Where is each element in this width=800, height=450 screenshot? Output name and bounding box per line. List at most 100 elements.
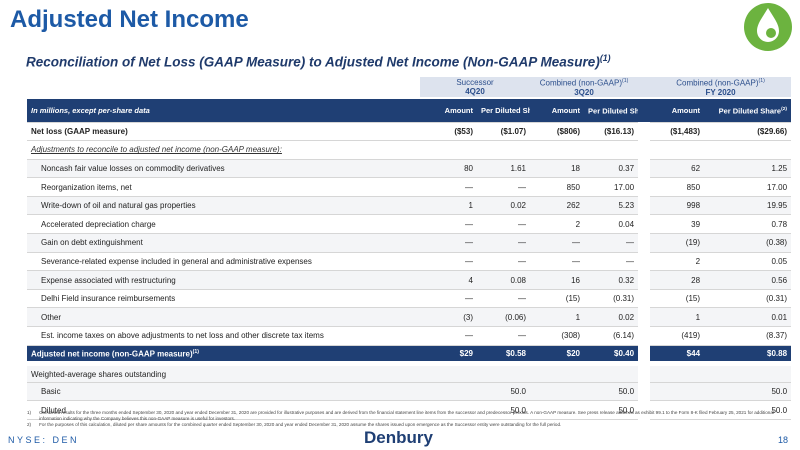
cell: — — [420, 289, 477, 309]
group-note: (1) — [758, 78, 765, 85]
spacer — [638, 233, 651, 253]
row-label-text: Other — [41, 312, 62, 322]
spacer — [638, 177, 651, 197]
column-header-text: Per Diluted Share — [718, 106, 782, 116]
cell: 1 — [420, 196, 477, 216]
cell — [650, 400, 705, 420]
cell: 1.61 — [477, 159, 531, 179]
row-label: Delhi Field insurance reimbursements — [27, 289, 420, 309]
cell: 50.0 — [477, 400, 531, 420]
cell: 0.02 — [477, 196, 531, 216]
group-header-row: Successor 4Q20 Combined (non-GAAP)(1) 3Q20 C… — [27, 77, 792, 99]
footnote: 2) For the purposes of this calculation, … — [27, 422, 791, 428]
group-header: Combined (non-GAAP)(1) 3Q20 — [530, 77, 639, 99]
cell: 28 — [650, 270, 705, 290]
cell: — — [420, 233, 477, 253]
footnote-text: For the purposes of this calculation, di… — [39, 422, 562, 427]
spacer — [638, 140, 651, 160]
table-row: Net loss (GAAP measure) ($53) ($1.07) ($806… — [27, 122, 792, 142]
cell: (15) — [650, 289, 705, 309]
cell: 0.32 — [584, 270, 639, 290]
spacer — [638, 307, 651, 327]
table-row: Weighted-average shares outstanding — [27, 361, 792, 383]
column-header-text: Per Diluted Share — [481, 105, 530, 115]
cell — [704, 361, 792, 383]
row-label-note: (1) — [192, 348, 199, 355]
row-label-text: Write-down of oil and natural gas proper… — [41, 201, 196, 211]
cell: 17.00 — [584, 177, 639, 197]
cell — [477, 140, 531, 160]
cell — [477, 361, 531, 383]
group-header: Combined (non-GAAP)(1) FY 2020 — [650, 77, 792, 99]
table-row: Diluted 50.0 50.0 50.0 — [27, 400, 792, 420]
spacer — [638, 345, 651, 364]
table-row: Noncash fair value losses on commodity d… — [27, 159, 792, 179]
cell: 0.56 — [704, 270, 792, 290]
table-row: Accelerated depreciation charge — —2 0.04 39… — [27, 214, 792, 235]
cell: 998 — [650, 196, 705, 216]
row-label: Noncash fair value losses on commodity d… — [27, 159, 420, 179]
cell: (0.38) — [704, 233, 792, 253]
row-label-text: Gain on debt extinguishment — [41, 238, 143, 248]
row-label-text: Diluted — [41, 405, 66, 415]
group-line1: Successor — [456, 78, 494, 87]
logo-icon — [744, 3, 792, 51]
group-line2: 3Q20 — [574, 87, 594, 97]
spacer — [638, 382, 651, 401]
cell: 17.00 — [704, 177, 792, 197]
column-header: Amount — [650, 98, 705, 123]
table-row: Write-down of oil and natural gas proper… — [27, 196, 792, 216]
cell: $0.58 — [477, 345, 531, 365]
table-row: Gain on debt extinguishment — — — — (19) (0.38… — [27, 233, 792, 253]
footnote-mark: 1) — [27, 410, 32, 415]
cell — [420, 140, 477, 160]
cell: (0.06) — [477, 307, 531, 328]
row-label: Write-down of oil and natural gas proper… — [27, 196, 420, 216]
cell — [704, 140, 792, 160]
row-label-text: Accelerated depreciation charge — [41, 219, 156, 229]
spacer — [638, 400, 651, 420]
cell — [650, 382, 705, 402]
column-header: Per Diluted Share(2) — [584, 98, 639, 123]
row-label: Gain on debt extinguishment — [27, 233, 420, 253]
cell: (19) — [650, 233, 705, 253]
group-line1: Combined (non-GAAP) — [539, 78, 622, 88]
column-header: In millions, except per-share data — [27, 98, 420, 123]
cell: 0.02 — [584, 307, 639, 328]
cell: (8.37) — [704, 326, 792, 346]
cell: 18 — [530, 159, 585, 179]
cell: 50.0 — [584, 400, 639, 420]
cell — [420, 361, 477, 383]
cell: $29 — [420, 345, 477, 365]
row-label: Severance-related expense included in ge… — [27, 252, 420, 272]
footnote: 1) Combined results for the three months … — [27, 410, 791, 422]
spacer — [638, 122, 651, 141]
reconciliation-table: Successor 4Q20 Combined (non-GAAP)(1) 3Q20 C… — [27, 77, 792, 420]
spacer — [638, 363, 651, 383]
table-row: Adjusted net income (non-GAAP measure)(1… — [27, 345, 792, 365]
subtitle-text: Reconciliation of Net Loss (GAAP Measure… — [26, 54, 600, 70]
table-row: Delhi Field insurance reimbursements — — (1… — [27, 289, 792, 309]
row-label: Net loss (GAAP measure) — [27, 122, 420, 142]
table-row: Reorganization items, net — —850 17.00 850 17… — [27, 177, 792, 197]
row-label-text: Reorganization items, net — [41, 182, 132, 192]
footer-logo: Denbury — [364, 428, 433, 447]
cell: 1 — [530, 307, 585, 328]
column-header-text-note: (2) — [781, 107, 788, 112]
row-label-text: Severance-related expense included in ge… — [41, 256, 312, 266]
row-label-text: Weighted-average shares outstanding — [31, 369, 167, 379]
ticker: NYSE: DEN — [8, 435, 80, 445]
group-line2: 4Q20 — [465, 87, 485, 96]
cell: 2 — [650, 252, 705, 272]
cell: — — [420, 326, 477, 346]
title: Adjusted Net Income — [10, 6, 249, 33]
blank — [27, 77, 420, 99]
cell: ($16.13) — [584, 122, 639, 142]
table-row: Severance-related expense included in ge… — [27, 252, 792, 272]
footnote-mark: 2) — [27, 422, 32, 427]
cell — [530, 140, 585, 160]
cell: — — [420, 252, 477, 272]
cell: — — [584, 233, 639, 253]
row-label: Accelerated depreciation charge — [27, 214, 420, 235]
